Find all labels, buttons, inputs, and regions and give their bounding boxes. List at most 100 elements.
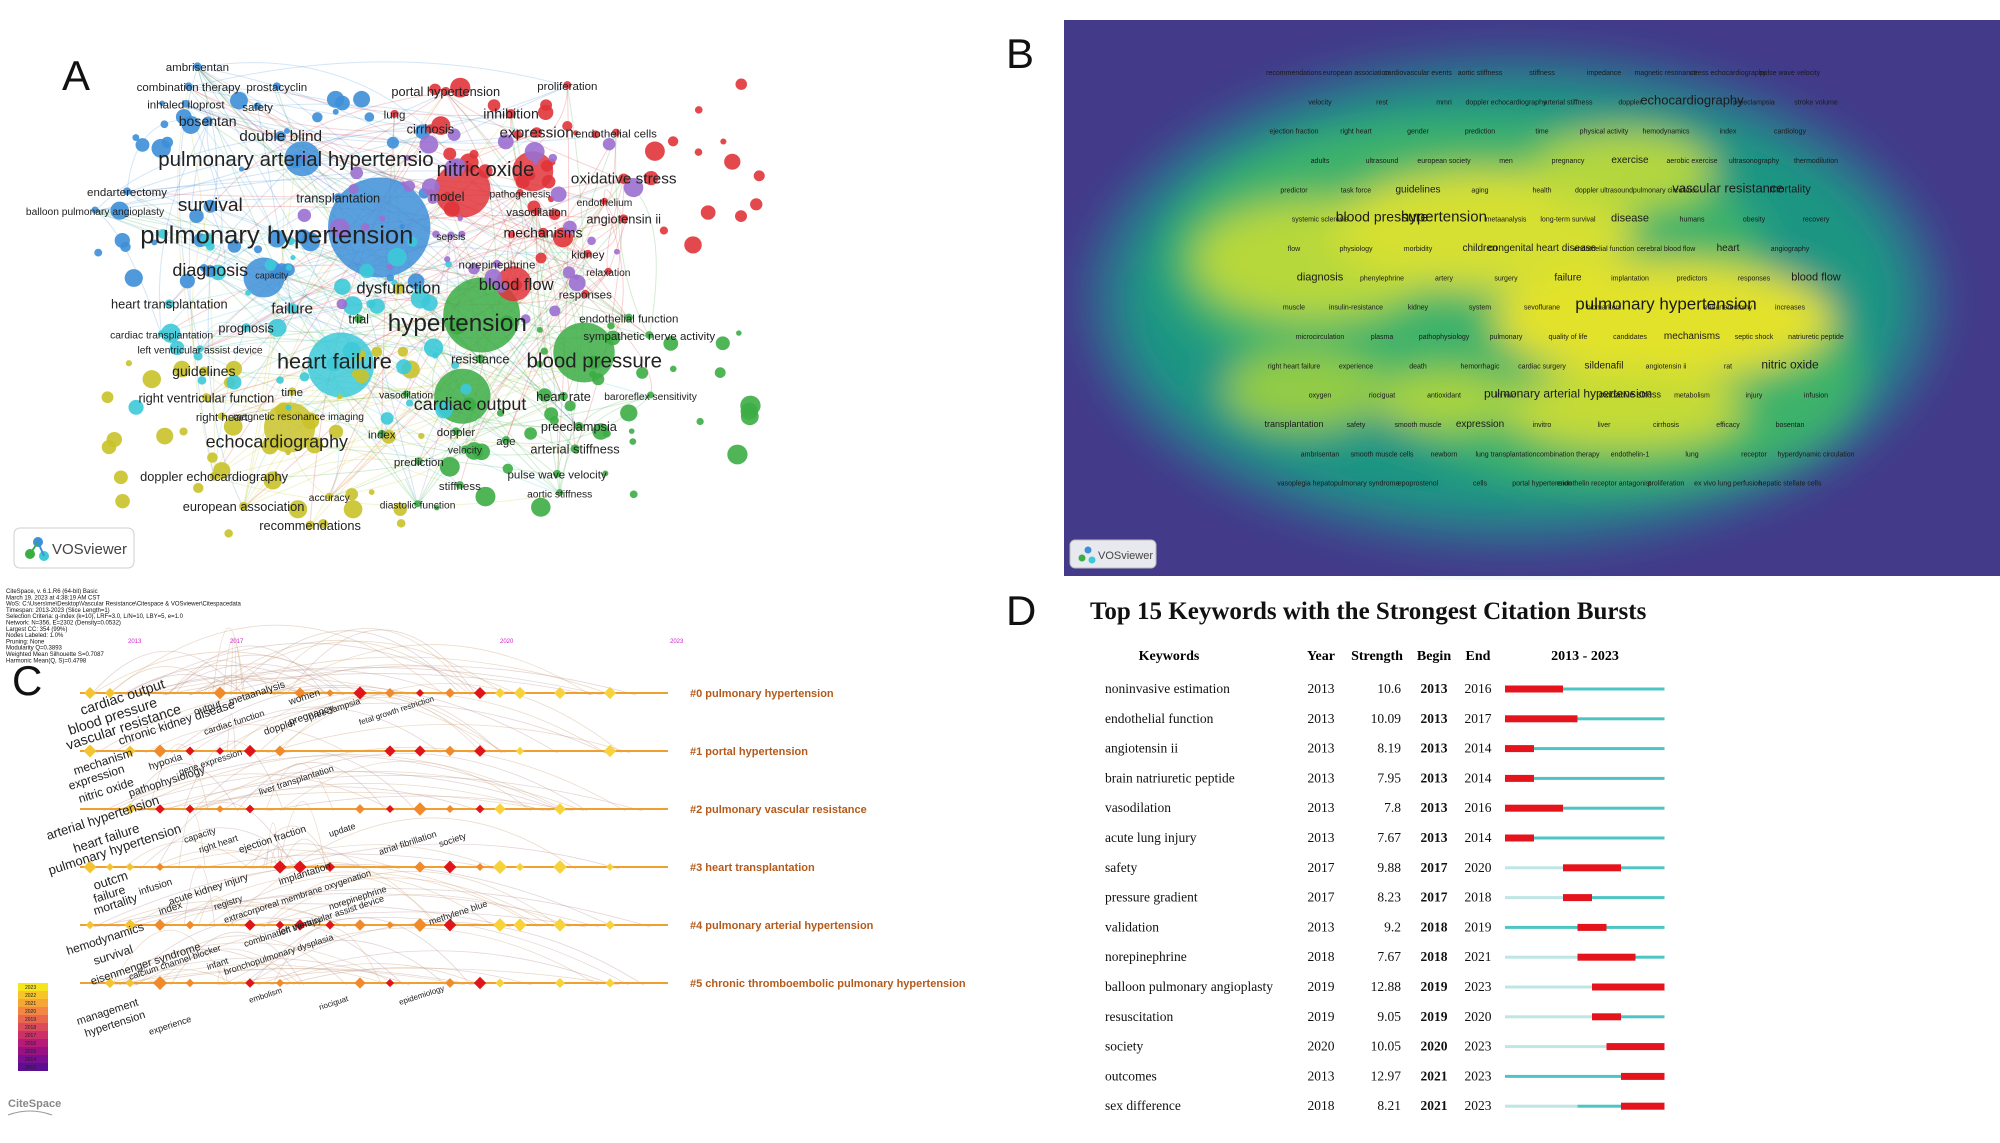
a-keyword-label: heart failure — [277, 350, 392, 374]
c-legend-year: 2021 — [25, 1001, 36, 1007]
panel-letter-a: A — [62, 52, 91, 99]
a-node — [684, 236, 702, 254]
burst-bar — [1577, 953, 1636, 961]
vosviewer-icon — [25, 537, 49, 561]
a-node — [457, 215, 463, 222]
b-term-label: quality of life — [1549, 334, 1588, 341]
c-node-label: experience — [148, 1014, 193, 1037]
c-node-label: infusion — [138, 877, 174, 898]
a-node — [447, 128, 461, 141]
a-node — [636, 367, 649, 379]
a-node — [158, 228, 168, 239]
burst-row: noninvasive estimation 2013 10.6 2013 2016 — [1105, 681, 1665, 696]
b-term-label: system — [1469, 305, 1491, 312]
a-node — [496, 409, 505, 417]
a-node — [720, 138, 727, 145]
a-node — [113, 470, 128, 485]
burst-active — [1563, 896, 1665, 900]
a-node — [404, 154, 411, 161]
a-edge — [185, 104, 617, 144]
a-keyword-label: cardiac transplantation — [110, 331, 213, 342]
c-node — [492, 859, 508, 875]
a-keyword-label: bosentan — [179, 113, 237, 129]
c-node — [185, 746, 195, 756]
b-term-label: arterial stiffness — [1544, 99, 1593, 106]
a-edge — [271, 274, 461, 487]
hdr-end: End — [1466, 649, 1491, 664]
a-keyword-label: mechanisms — [504, 225, 583, 241]
a-node — [532, 159, 539, 165]
b-term-label: stiffness — [1529, 70, 1555, 77]
a-node — [443, 147, 457, 161]
c-node — [245, 804, 255, 814]
a-node — [423, 338, 444, 358]
c-arc — [90, 651, 244, 696]
a-node — [399, 223, 405, 230]
b-term-label: right heart failure — [1268, 363, 1321, 370]
a-node — [368, 489, 375, 495]
c-arc — [217, 968, 620, 986]
burst-row: angiotensin ii 2013 8.19 2013 2014 — [1105, 741, 1665, 756]
a-node — [230, 91, 248, 110]
a-label-node — [272, 82, 281, 91]
c-node — [494, 803, 506, 815]
a-label-node — [91, 206, 99, 214]
burst-keyword: vasodilation — [1105, 800, 1171, 815]
burst-row: society 2020 10.05 2020 2023 — [1105, 1039, 1665, 1054]
a-node — [343, 500, 363, 519]
c-arc — [228, 862, 438, 928]
a-edge — [199, 321, 247, 351]
a-node — [573, 130, 579, 136]
a-nodes — [91, 62, 765, 538]
a-node — [550, 186, 567, 203]
c-node — [554, 977, 566, 989]
c-header-line: Harmonic Mean(Q, S)=0.4798 — [6, 658, 87, 664]
a-node — [644, 141, 665, 161]
c-arc — [278, 801, 327, 870]
burst-begin: 2019 — [1421, 1009, 1448, 1024]
a-keyword-label: doppler — [437, 427, 476, 439]
a-node — [290, 255, 296, 261]
a-node — [151, 138, 171, 158]
a-node — [342, 342, 361, 360]
a-node — [443, 201, 460, 217]
a-node — [114, 232, 130, 248]
c-node — [155, 804, 165, 814]
burst-end: 2017 — [1465, 711, 1492, 726]
c-arc — [178, 811, 206, 870]
b-term-label: riociguat — [1369, 393, 1396, 400]
a-label-node — [532, 207, 541, 216]
a-label-node — [392, 283, 405, 295]
c-arc — [171, 686, 504, 754]
burst-begin: 2013 — [1421, 741, 1448, 756]
b-term-label: microcirculation — [1296, 334, 1345, 341]
c-arc — [288, 817, 577, 870]
burst-bar — [1505, 804, 1563, 812]
a-node — [295, 229, 311, 244]
burst-begin: 2013 — [1421, 830, 1448, 845]
a-edge — [206, 122, 278, 241]
burst-year: 2017 — [1308, 890, 1335, 905]
a-edge — [213, 363, 595, 478]
a-node — [562, 266, 576, 279]
a-keyword-label: nitric oxide — [437, 159, 535, 181]
c-node — [473, 686, 487, 700]
c-node — [354, 919, 366, 931]
a-node — [238, 166, 245, 172]
c-node — [605, 978, 615, 988]
a-node — [602, 137, 616, 151]
c-node — [386, 921, 394, 929]
a-node — [306, 436, 323, 454]
a-node — [159, 100, 165, 107]
a-edge — [188, 87, 431, 132]
c-arc — [269, 963, 481, 986]
a-label-node — [538, 227, 548, 238]
burst-end: 2023 — [1465, 1068, 1492, 1083]
c-arc — [164, 663, 344, 696]
a-node — [562, 220, 577, 235]
a-edge — [188, 61, 568, 88]
a-label-node — [574, 421, 584, 431]
burst-year: 2013 — [1308, 741, 1335, 756]
b-term-label: metaanalysis — [1486, 217, 1527, 224]
a-edge — [221, 254, 589, 418]
